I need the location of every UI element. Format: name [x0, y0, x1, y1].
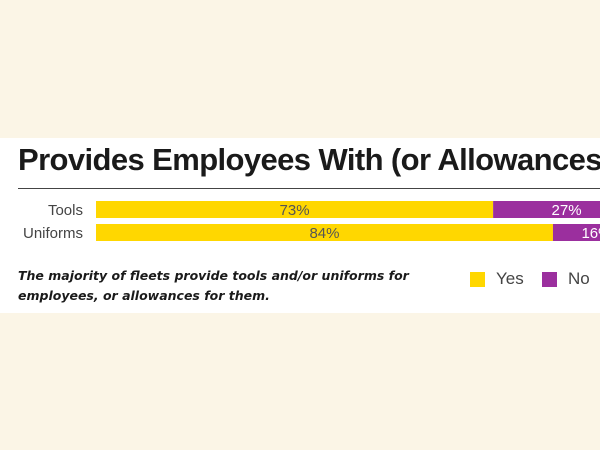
- data-label-no-uniforms: 16%: [581, 225, 600, 242]
- chart-panel: Provides Employees With (or Allowances T…: [0, 138, 600, 313]
- bar-no-uniforms: [552, 224, 600, 241]
- legend-swatch-yes: [470, 271, 485, 287]
- bar-yes-tools: [96, 201, 494, 218]
- legend: Yes No: [470, 269, 600, 293]
- data-label-yes-uniforms: 84%: [309, 225, 339, 242]
- legend-item-yes: Yes: [470, 269, 524, 289]
- category-label-tools: Tools: [48, 202, 83, 219]
- title-rule: [18, 188, 600, 189]
- category-label-uniforms: Uniforms: [23, 225, 83, 242]
- legend-swatch-no: [542, 271, 557, 287]
- chart-annotation: The majority of fleets provide tools and…: [18, 268, 409, 303]
- data-label-yes-tools: 73%: [280, 202, 310, 219]
- bar-chart: Tools 73% 27% Uniforms 84% 16%: [23, 201, 600, 242]
- chart-title: Provides Employees With (or Allowances: [18, 142, 600, 177]
- bar-no-tools: [493, 201, 600, 218]
- data-label-no-tools: 27%: [552, 202, 582, 219]
- bar-yes-uniforms: [96, 224, 553, 241]
- legend-label-yes: Yes: [496, 269, 524, 288]
- legend-item-no: No: [542, 269, 590, 289]
- legend-label-no: No: [568, 269, 590, 288]
